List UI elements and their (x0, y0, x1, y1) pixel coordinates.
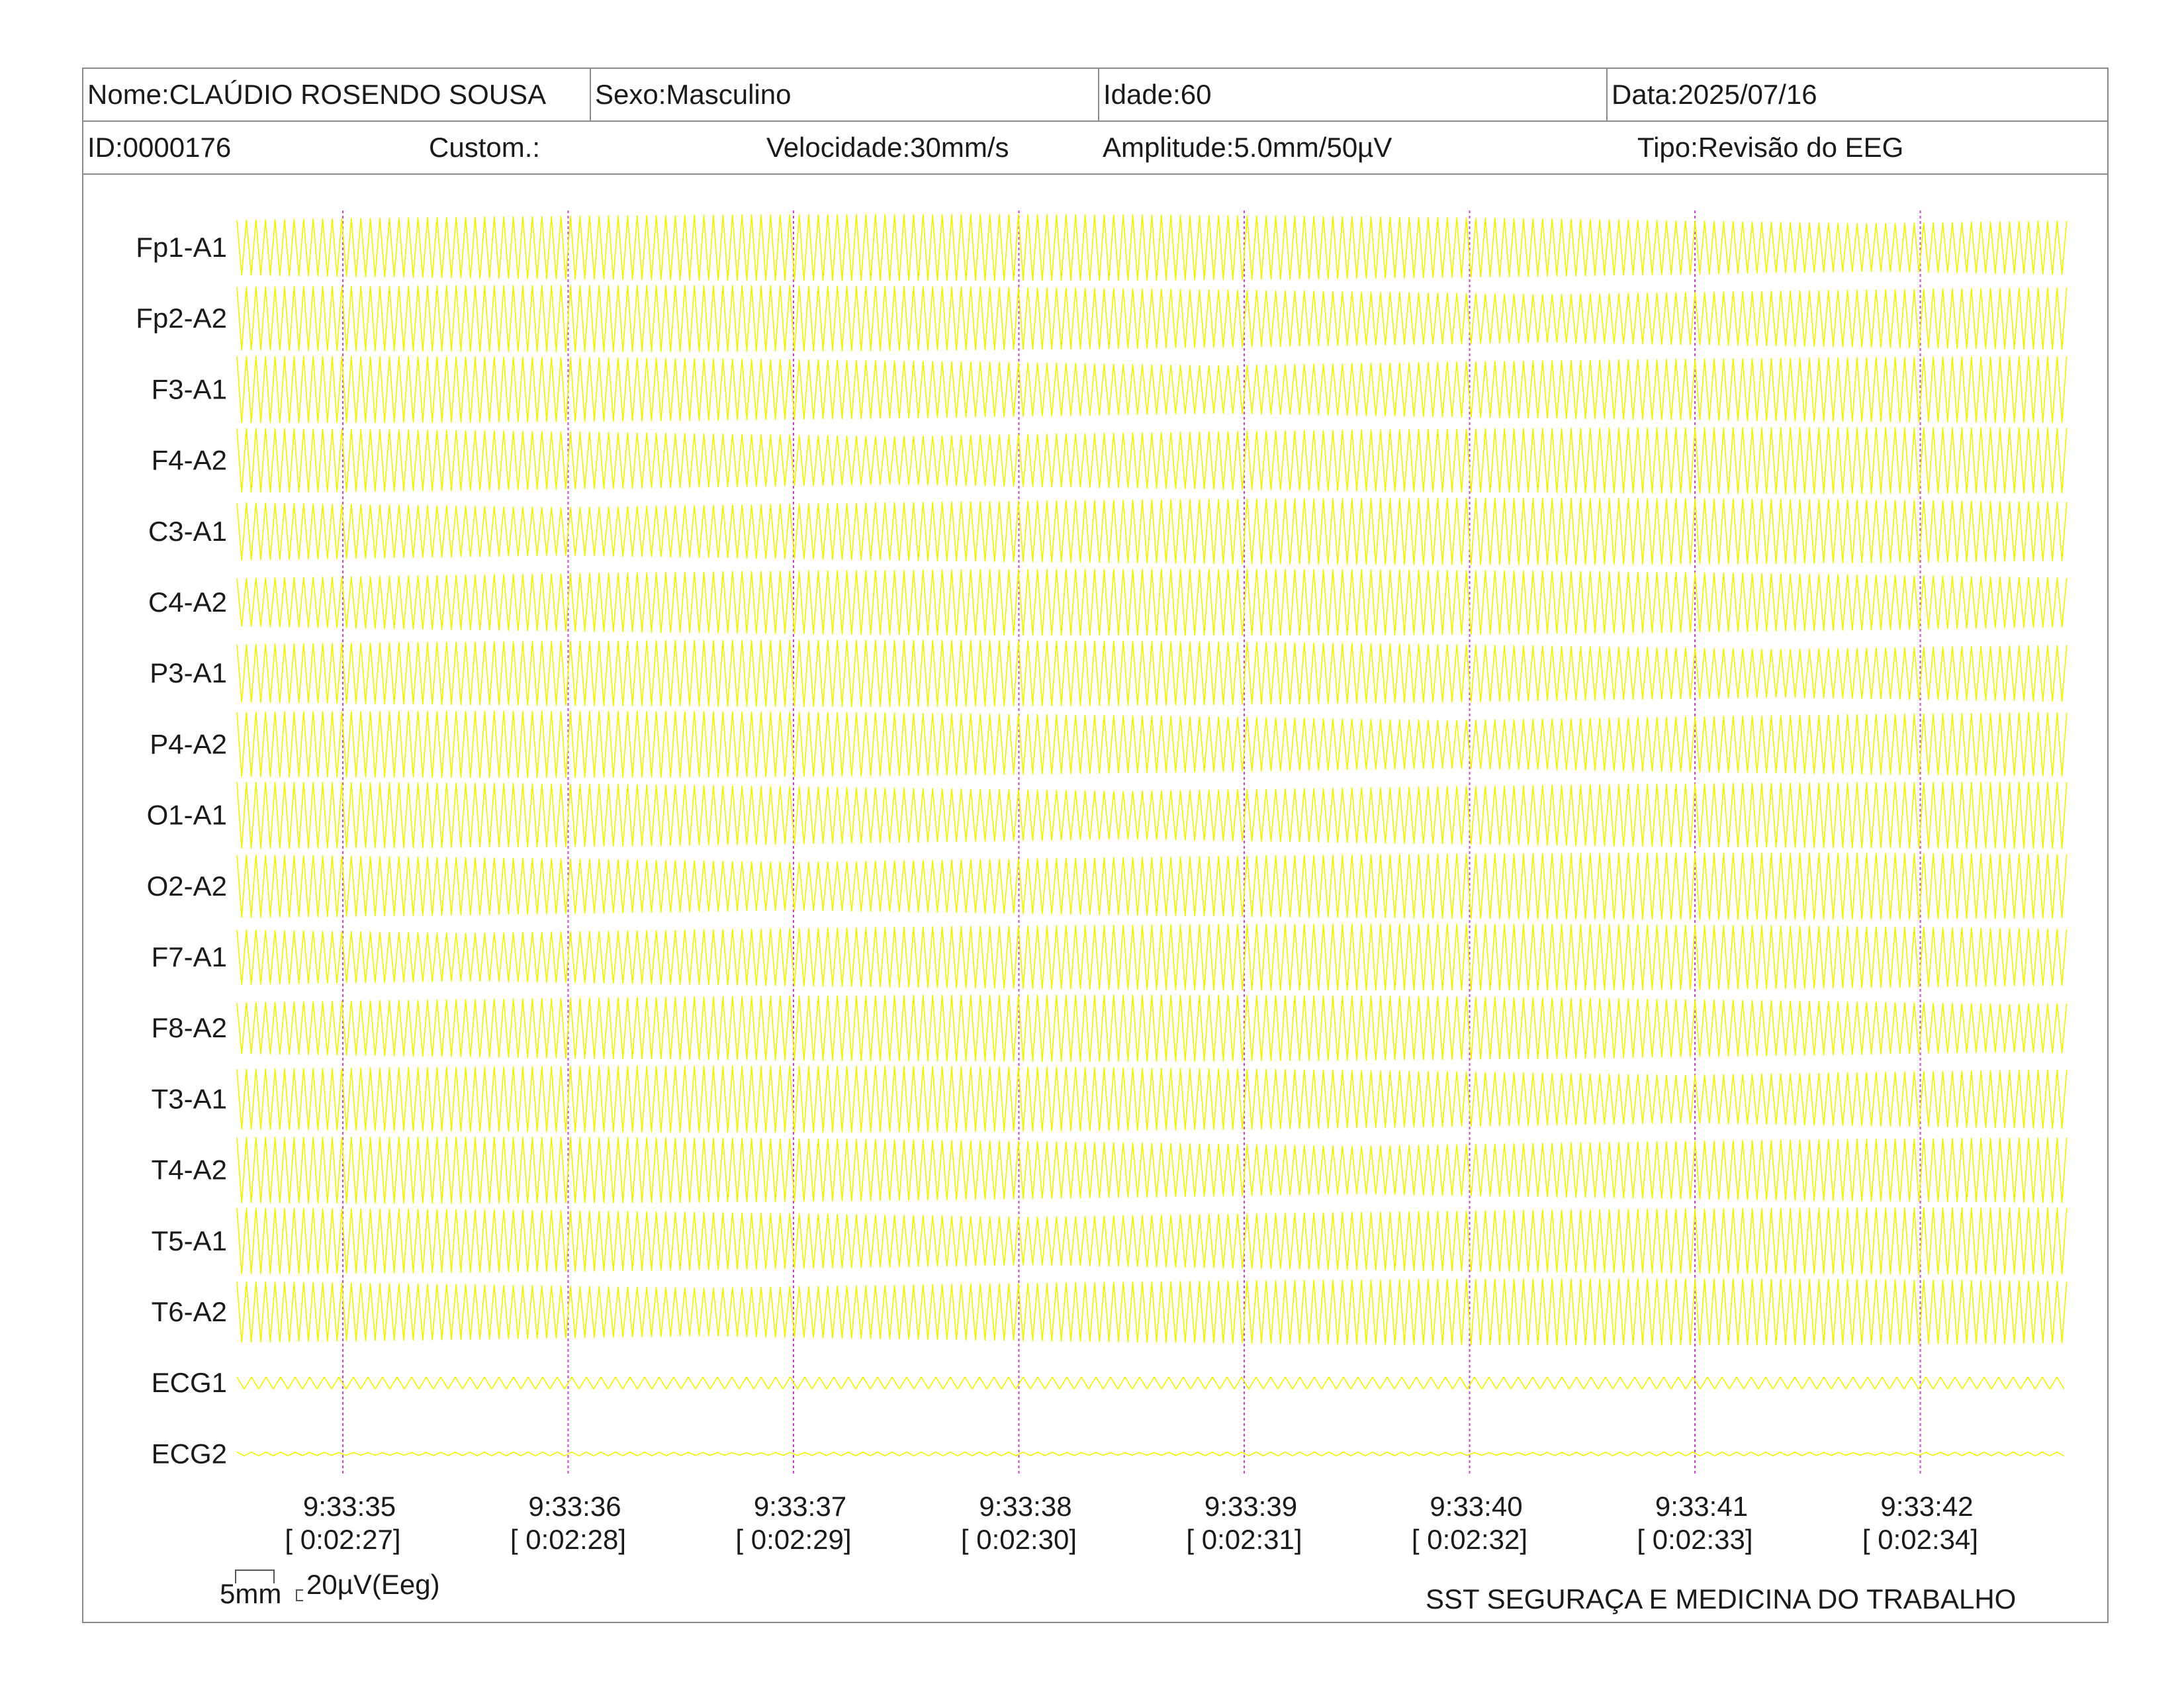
header-row-exam: ID:0000176 Custom.: Velocidade:30mm/s Am… (83, 122, 2107, 175)
time-clock-label: 9:33:40 (1430, 1491, 1522, 1522)
channel-label: F3-A1 (152, 373, 227, 404)
time-clock-label: 9:33:38 (979, 1491, 1071, 1522)
time-clock-label: 9:33:36 (528, 1491, 621, 1522)
channel-trace (236, 285, 2068, 352)
channel-label: T4-A2 (152, 1154, 227, 1186)
scale-bar (235, 1570, 303, 1601)
time-elapsed-label: [ 0:02:28] (510, 1524, 626, 1555)
patient-name: Nome:CLAÚDIO ROSENDO SOUSA (87, 79, 547, 110)
time-elapsed-label: [ 0:02:27] (285, 1524, 400, 1555)
channel-trace (236, 355, 2068, 424)
channel-trace (236, 994, 2068, 1062)
channel-trace (236, 923, 2068, 991)
time-clock-label: 9:33:35 (303, 1491, 396, 1522)
time-clock-label: 9:33:39 (1205, 1491, 1297, 1522)
channel-trace (236, 1451, 2065, 1457)
channel-label: P3-A1 (150, 657, 227, 688)
channel-label: T6-A2 (152, 1296, 227, 1327)
channel-trace (236, 569, 2068, 636)
channel-trace (236, 1376, 2065, 1389)
channel-label: O1-A1 (147, 800, 227, 831)
channel-trace (236, 1207, 2068, 1275)
channel-trace (236, 781, 2068, 849)
channel-trace (236, 1278, 2068, 1346)
time-tick-labels: 9:33:35[ 0:02:27] 9:33:36[ 0:02:28] 9:33:3… (285, 1491, 1978, 1555)
custom-field: Custom.: (429, 132, 541, 163)
company-name: SST SEGURAÇA E MEDICINA DO TRABALHO (1426, 1583, 2017, 1615)
time-markers (342, 211, 1921, 1475)
amplitude-setting: Amplitude:5.0mm/50µV (1103, 132, 1392, 163)
speed-setting: Velocidade:30mm/s (766, 132, 1009, 163)
patient-age: Idade:60 (1098, 69, 1606, 120)
channel-trace (236, 498, 2068, 565)
time-scale-bracket (235, 1570, 275, 1583)
channel-trace (236, 710, 2068, 778)
time-elapsed-label: [ 0:02:29] (735, 1524, 851, 1555)
time-elapsed-label: [ 0:02:31] (1186, 1524, 1302, 1555)
channel-label: ECG2 (152, 1438, 227, 1469)
channel-trace (236, 426, 2068, 494)
channel-trace (236, 1065, 2068, 1133)
channel-trace (236, 639, 2068, 707)
channel-label: F4-A2 (152, 445, 227, 476)
time-elapsed-label: [ 0:02:30] (961, 1524, 1077, 1555)
patient-id: ID:0000176 (87, 132, 232, 163)
time-clock-label: 9:33:42 (1880, 1491, 1973, 1522)
time-clock-label: 9:33:41 (1655, 1491, 1748, 1522)
channel-traces (236, 214, 2068, 1457)
time-scale-label: 5mm (220, 1578, 282, 1609)
exam-date: Data:2025/07/16 (1606, 69, 2107, 120)
patient-sex: Sexo:Masculino (590, 69, 1098, 120)
exam-type: Tipo:Revisão do EEG (1637, 132, 1904, 163)
channel-label: F8-A2 (152, 1012, 227, 1043)
channel-label: F7-A1 (152, 941, 227, 972)
channel-label: ECG1 (152, 1367, 227, 1398)
channel-label: P4-A2 (150, 728, 227, 759)
channel-label: C3-A1 (148, 516, 227, 547)
eeg-report: Nome:CLAÚDIO ROSENDO SOUSA Sexo:Masculin… (82, 68, 2109, 1623)
channel-label: T5-A1 (152, 1225, 227, 1256)
channel-label: T3-A1 (152, 1083, 227, 1114)
channel-trace (236, 853, 2068, 920)
time-elapsed-label: [ 0:02:33] (1637, 1524, 1752, 1555)
time-elapsed-label: [ 0:02:34] (1862, 1524, 1978, 1555)
channel-label: Fp1-A1 (136, 232, 227, 263)
time-clock-label: 9:33:37 (754, 1491, 846, 1522)
channel-label: O2-A2 (147, 870, 227, 902)
header-row-patient: Nome:CLAÚDIO ROSENDO SOUSA Sexo:Masculin… (83, 69, 2107, 122)
channel-trace (236, 1136, 2068, 1204)
time-elapsed-label: [ 0:02:32] (1412, 1524, 1527, 1555)
amplitude-scale-bracket (296, 1589, 303, 1601)
amplitude-scale-label: 20µV(Eeg) (306, 1569, 440, 1600)
channel-trace (236, 214, 2068, 281)
channel-label: Fp2-A2 (136, 303, 227, 334)
channel-label: C4-A2 (148, 586, 227, 618)
channel-labels: Fp1-A1 Fp2-A2 F3-A1 F4-A2 C3-A1 C4-A2 P3-A1 P4-… (136, 232, 227, 1469)
